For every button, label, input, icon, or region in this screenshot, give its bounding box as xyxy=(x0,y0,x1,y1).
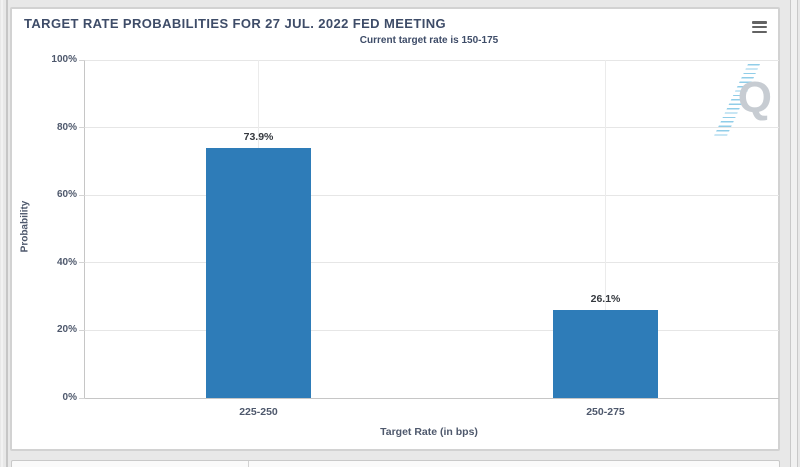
y-tick-label: 80% xyxy=(56,121,77,133)
x-gridline xyxy=(605,60,606,398)
hamburger-bar xyxy=(751,30,767,33)
y-gridline xyxy=(85,194,779,196)
y-tick-label: 40% xyxy=(56,256,77,268)
right-frame-line xyxy=(790,0,791,467)
y-tick-label: 60% xyxy=(56,189,77,201)
y-tick-label: 20% xyxy=(56,324,77,336)
y-tick-mark xyxy=(79,59,85,61)
x-axis-title: Target Rate (in bps) xyxy=(380,426,478,438)
probability-bar[interactable] xyxy=(206,148,311,398)
bar-value-label: 73.9% xyxy=(243,131,274,144)
y-axis-title: Probability xyxy=(19,200,31,253)
chart-subtitle: Current target rate is 150-175 xyxy=(359,35,499,46)
hamburger-menu-icon xyxy=(751,21,767,33)
y-gridline xyxy=(85,127,779,129)
y-tick-label: 100% xyxy=(51,54,77,65)
y-tick-mark xyxy=(79,262,85,264)
y-gridline xyxy=(85,262,779,264)
chart-context-menu-button[interactable] xyxy=(749,19,769,35)
plot-area: 0% 20% 40% 60% 80% 100% 73.9% 225-250 26.1% 250-2… xyxy=(51,54,779,418)
probability-bar[interactable] xyxy=(553,309,658,398)
y-gridline xyxy=(85,59,779,61)
right-frame-line xyxy=(797,0,798,467)
y-tick-mark xyxy=(79,194,85,196)
y-tick-label: 0% xyxy=(62,392,77,403)
y-gridline xyxy=(85,329,779,331)
left-frame-line xyxy=(1,0,3,467)
hamburger-bar xyxy=(751,25,767,29)
x-category-label: 225-250 xyxy=(239,406,278,418)
bar-value-label: 26.1% xyxy=(590,292,621,305)
bottom-panel-divider xyxy=(248,461,249,467)
left-frame-line xyxy=(6,0,8,467)
bottom-panel-cutoff xyxy=(11,460,780,467)
fed-meeting-probability-chart-panel: TARGET RATE PROBABILITIES FOR 27 JUL. 20… xyxy=(10,7,780,451)
y-tick-mark xyxy=(79,397,85,399)
right-gutter xyxy=(791,0,797,467)
y-tick-mark xyxy=(79,127,85,129)
y-tick-mark xyxy=(79,329,85,331)
x-category-label: 250-275 xyxy=(586,406,625,418)
hamburger-bar xyxy=(751,21,767,24)
chart-title: TARGET RATE PROBABILITIES FOR 27 JUL. 20… xyxy=(24,16,447,31)
